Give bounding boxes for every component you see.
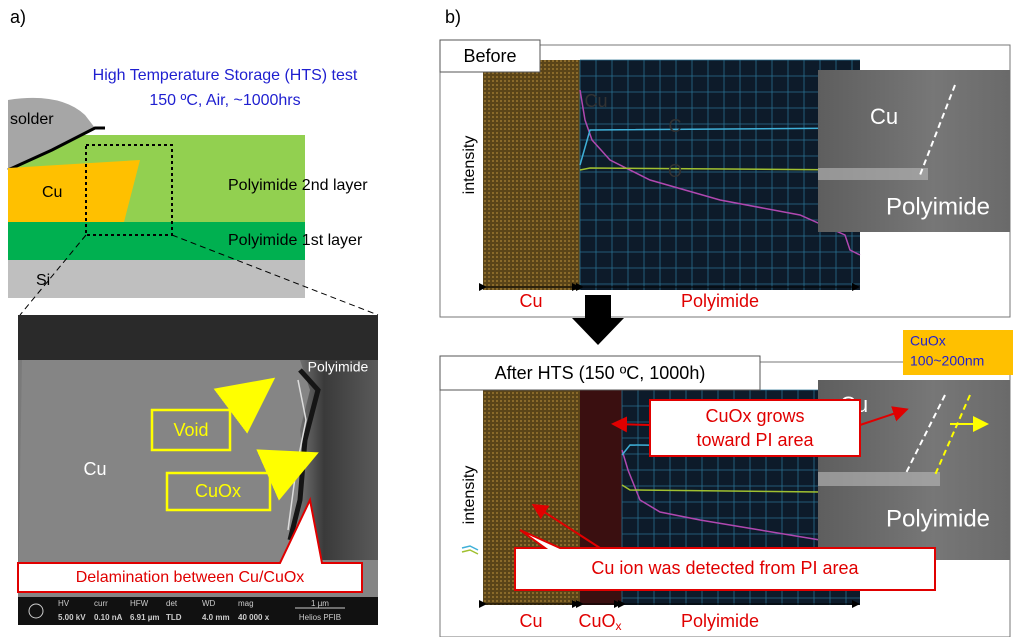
before-image-band [818,168,928,180]
info-value: 0.10 nA [94,613,123,622]
si-label: Si [36,272,50,289]
info-value: 40 000 x [238,613,270,622]
pi2-label: Polyimide 2nd layer [228,177,368,194]
sem-cu: Cu [83,459,106,479]
image-polyimide: Polyimide [886,193,990,220]
region-label: CuOx [578,611,621,633]
curve-label: Cu [584,91,607,111]
region-label-sub: x [616,619,622,633]
after-image-band [818,472,940,486]
info-key: HV [58,599,70,608]
info-value: 4.0 mm [202,613,230,622]
sem-polyimide: Polyimide [308,359,369,375]
pi1-label: Polyimide 1st layer [228,232,363,249]
callout-arrow [615,424,650,425]
info-key: det [166,599,178,608]
callout-text: CuOx grows [705,406,804,426]
image-cu: Cu [870,104,898,129]
panel-label: b) [445,7,461,27]
scale-label: 1 µm [311,599,329,608]
solder-label: solder [10,111,54,128]
curve-label: O [668,161,682,181]
y-label: intensity [461,466,478,525]
info-key: curr [94,599,108,608]
info-value: 5.00 kV [58,613,86,622]
info-value: TLD [166,613,182,622]
schematic [8,98,378,315]
title-line: 150 ºC, Air, ~1000hrs [149,92,300,109]
cu-region [483,60,580,290]
region-label: Polyimide [681,291,759,311]
thickness-text: 100~200nm [910,353,984,369]
before-title: Before [463,46,516,66]
cu-label: Cu [42,184,62,201]
void-label: Void [173,420,208,440]
y-label: intensity [461,136,478,195]
region-label: Polyimide [681,611,759,631]
callout-text: toward PI area [696,430,814,450]
curve-label: C [669,116,682,136]
info-key: WD [202,599,216,608]
thickness-text: CuOx [910,333,946,349]
instrument: Helios PFIB [299,613,341,622]
panel-label: a) [10,7,26,27]
after-title: After HTS (150 ºC, 1000h) [495,363,706,383]
region-label: Cu [519,611,542,631]
info-value: 6.91 µm [130,613,160,622]
delamination-text: Delamination between Cu/CuOx [76,569,305,586]
info-key: mag [238,599,254,608]
cuox-label: CuOx [195,481,241,501]
region-label-base: CuO [578,611,615,631]
info-key: HFW [130,599,149,608]
callout-text: Cu ion was detected from PI area [591,558,859,578]
title-line: High Temperature Storage (HTS) test [93,67,358,84]
figure: a) High Temperature Storage (HTS) test 1… [0,0,1019,637]
region-label: Cu [519,291,542,311]
image-polyimide: Polyimide [886,505,990,532]
